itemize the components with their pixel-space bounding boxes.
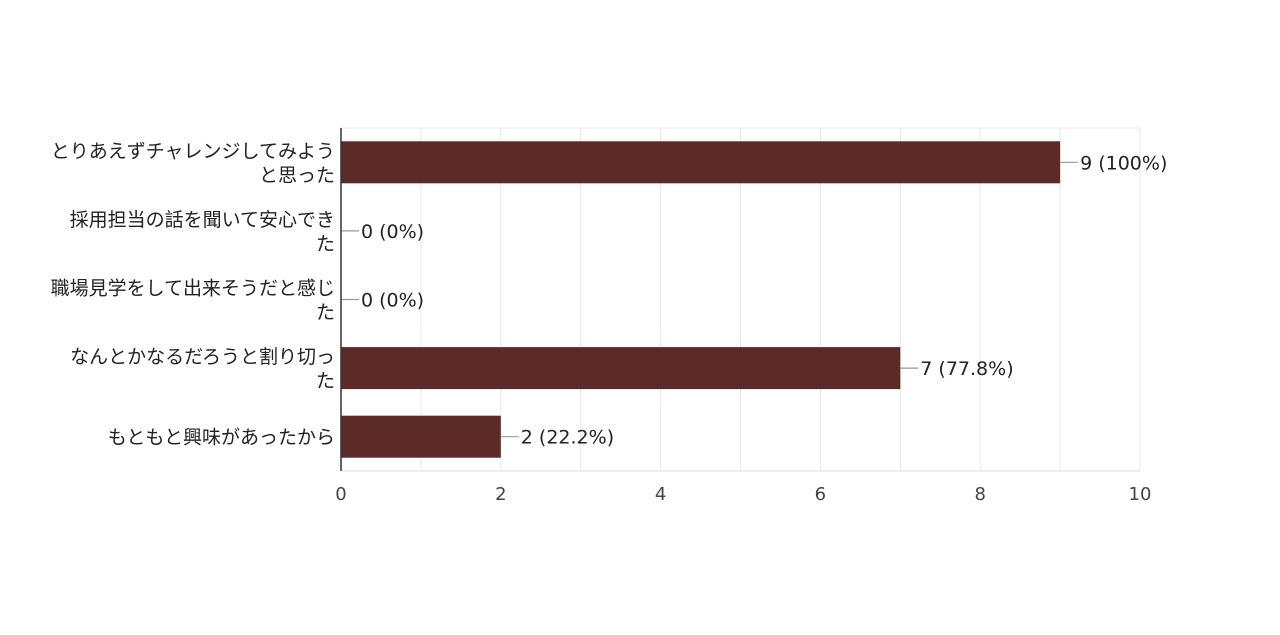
category-label-0-line-0: とりあえずチャレンジしてみよう [51,140,335,162]
data-label-0: 9 (100%) [1080,152,1167,174]
category-label-3-line-1: た [316,370,335,392]
category-label-2-line-1: た [316,302,335,324]
data-label-2: 0 (0%) [361,290,424,312]
x-tick-label-8: 8 [974,484,985,505]
bar-4 [341,415,501,458]
category-label-1-line-1: た [316,233,335,255]
data-label-4: 2 (22.2%) [521,427,614,449]
x-tick-label-0: 0 [335,484,346,505]
data-label-3: 7 (77.8%) [920,358,1013,380]
x-tick-label-10: 10 [1129,484,1152,505]
x-tick-label-4: 4 [655,484,666,505]
bar-3 [341,347,901,390]
x-tick-label-6: 6 [815,484,826,505]
x-tick-label-2: 2 [495,484,506,505]
bar-0 [341,141,1061,184]
category-label-2-line-0: 職場見学をして出来そうだと感じ [51,278,335,300]
category-label-1-line-0: 採用担当の話を聞いて安心でき [70,209,335,231]
category-label-3-line-0: なんとかなるだろうと割り切っ [70,346,335,368]
data-label-1: 0 (0%) [361,221,424,243]
category-label-4-line-0: もともと興味があったから [108,427,335,449]
category-label-0-line-1: と思った [259,164,335,186]
